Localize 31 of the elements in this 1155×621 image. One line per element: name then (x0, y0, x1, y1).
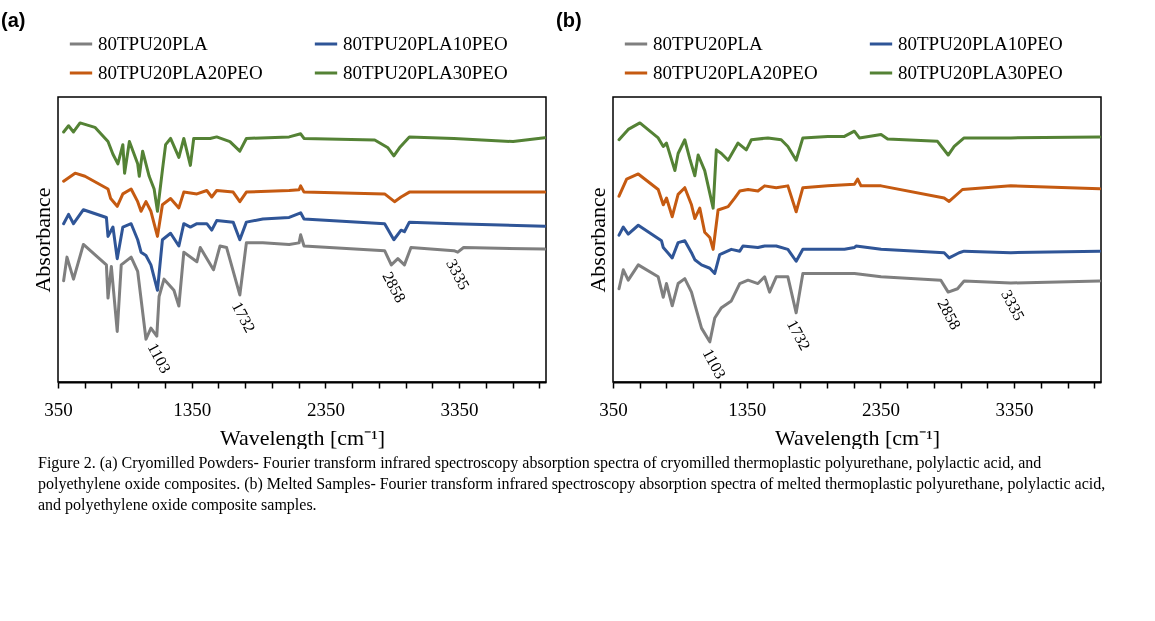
caption: Figure 2. (a) Cryomilled Powders- Fourier transform infrared spectroscopy absorption spectra of cryomilled thermoplastic polyurethane, polylactic acid, and polyethylene oxide composites. (b) Melted Samples- Fourier transform infrared spectroscopy absorption spectra of melted thermoplastic polyurethane, polylactic acid, and polyethylene oxide composite samples. (38, 453, 1107, 516)
annotation: 1732 (228, 298, 259, 336)
annotation: 2858 (934, 296, 965, 333)
legend-label: 80TPU20PLA20PEO (98, 62, 263, 83)
x-tick-label: 1350 (728, 398, 767, 420)
legend-label: 80TPU20PLA10PEO (898, 33, 1063, 54)
x-axis-title: Wavelength [cm⁻¹] (219, 424, 386, 450)
x-axis-title: Wavelength [cm⁻¹] (774, 424, 941, 450)
legend-label: 80TPU20PLA20PEO (653, 62, 818, 83)
y-axis-title: Absorbance (584, 187, 610, 293)
legend-label: 80TPU20PLA (653, 33, 764, 54)
annotation: 1103 (144, 340, 175, 376)
x-tick-label: 2350 (861, 398, 900, 420)
annotation: 3335 (443, 256, 474, 293)
annotation: 2858 (379, 268, 410, 306)
legend-label: 80TPU20PLA (98, 33, 209, 54)
annotation: 1103 (699, 345, 730, 382)
annotation: 3335 (998, 287, 1029, 324)
chart-title: (a) (1, 9, 26, 31)
x-tick-label: 350 (599, 398, 628, 420)
y-axis-title: Absorbance (29, 187, 55, 293)
chart-title: (b) (556, 9, 582, 31)
x-tick-label: 1350 (173, 398, 212, 420)
legend-label: 80TPU20PLA10PEO (343, 33, 508, 54)
legend-label: 80TPU20PLA30PEO (898, 62, 1063, 83)
x-tick-label: 3350 (995, 398, 1034, 420)
annotation: 1732 (783, 316, 814, 354)
x-tick-label: 350 (44, 398, 73, 420)
x-tick-label: 2350 (306, 398, 345, 420)
x-tick-label: 3350 (440, 398, 479, 420)
legend-label: 80TPU20PLA30PEO (343, 62, 508, 83)
